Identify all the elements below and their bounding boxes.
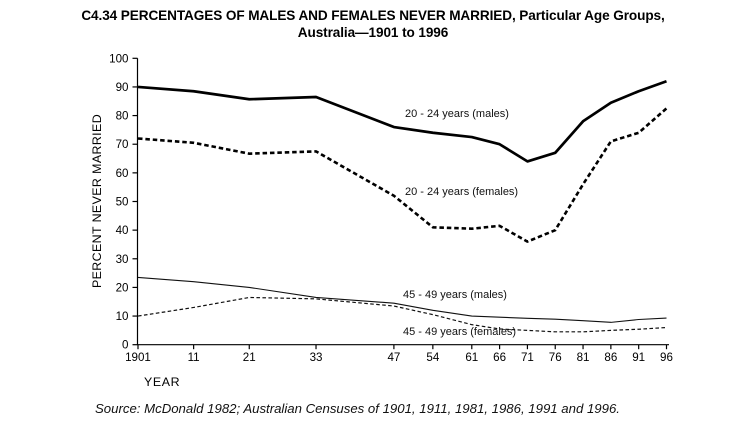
series-label-20-24-females: 20 - 24 years (females)	[405, 186, 519, 198]
series-label-45-49-females: 45 - 49 years (females)	[403, 326, 517, 338]
x-tick-label: 47	[387, 351, 400, 364]
series-line-thin-solid	[137, 276, 667, 323]
y-tick-label: 30	[116, 253, 129, 266]
x-tick-label: 33	[310, 351, 323, 364]
y-tick-label: 80	[116, 110, 129, 123]
chart-title: C4.34 PERCENTAGES OF MALES AND FEMALES N…	[0, 7, 746, 41]
y-tick-label: 60	[116, 167, 129, 180]
y-tick-label: 100	[109, 52, 128, 65]
y-tick-label: 0	[122, 339, 128, 352]
series-label-45-49-males: 45 - 49 years (males)	[403, 289, 507, 301]
chart-title-line2: Australia—1901 to 1996	[297, 25, 449, 40]
y-tick-label: 90	[116, 81, 129, 94]
y-tick-label: 40	[116, 224, 129, 237]
x-tick-label: 86	[604, 351, 617, 364]
y-tick-label: 10	[116, 310, 129, 323]
series-label-20-24-males: 20 - 24 years (males)	[405, 108, 509, 120]
x-tick-label: 54	[426, 351, 439, 364]
chart-title-line1: C4.34 PERCENTAGES OF MALES AND FEMALES N…	[81, 8, 665, 23]
y-axis-title: PERCENT NEVER MARRIED	[90, 113, 104, 289]
x-axis-title: YEAR	[144, 375, 181, 389]
x-tick-label: 81	[577, 351, 590, 364]
x-tick-label: 96	[660, 351, 673, 364]
x-tick-label: 61	[465, 351, 478, 364]
x-tick-label: 1901	[125, 351, 151, 364]
y-tick-label: 50	[116, 196, 129, 209]
x-tick-label: 91	[632, 351, 645, 364]
series-line-thick-solid	[137, 79, 667, 163]
x-tick-label: 76	[549, 351, 562, 364]
y-tick-label: 20	[116, 281, 129, 294]
x-tick-label: 11	[188, 351, 200, 364]
x-tick-label: 66	[493, 351, 506, 364]
series-line-thick-dashed	[137, 107, 668, 243]
x-tick-label: 71	[521, 351, 534, 364]
source-note: Source: McDonald 1982; Australian Census…	[95, 401, 620, 416]
x-tick-label: 21	[243, 351, 256, 364]
y-tick-label: 70	[116, 138, 129, 151]
